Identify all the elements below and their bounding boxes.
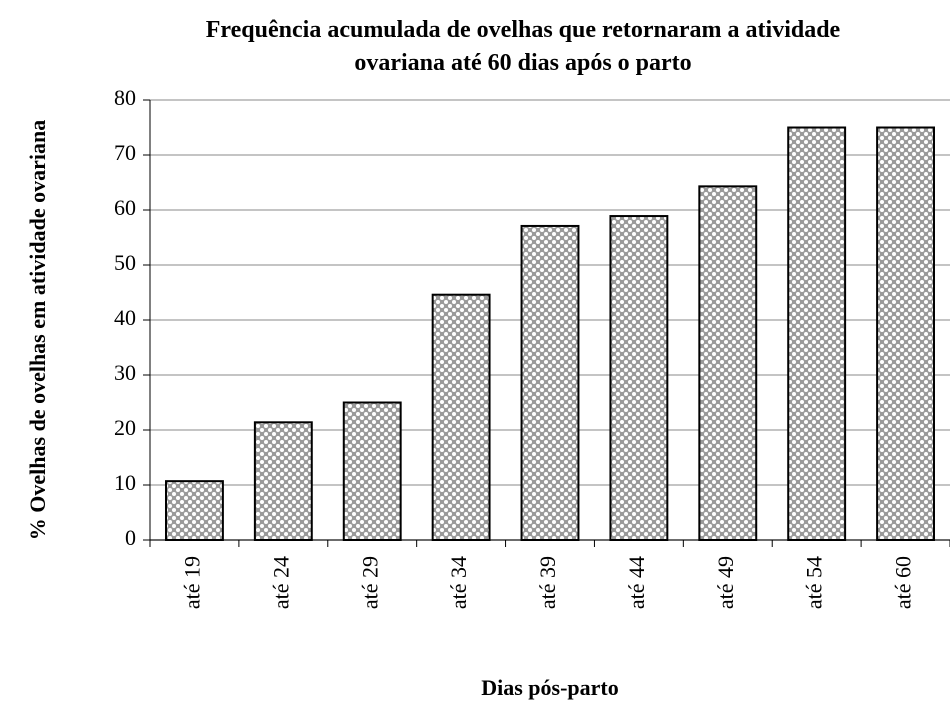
bar bbox=[787, 126, 847, 541]
y-tick-label: 60 bbox=[114, 195, 136, 220]
x-tick-label: até 24 bbox=[268, 556, 293, 609]
x-tick-label: até 19 bbox=[179, 556, 204, 609]
y-tick-label: 70 bbox=[114, 140, 136, 165]
x-tick-label: até 29 bbox=[357, 556, 382, 609]
bar bbox=[342, 401, 402, 541]
x-tick-label: até 60 bbox=[891, 556, 916, 609]
x-tick-label: até 39 bbox=[535, 556, 560, 609]
bar bbox=[876, 126, 935, 541]
x-tick-label: até 34 bbox=[446, 556, 471, 609]
y-tick-label: 30 bbox=[114, 360, 136, 385]
chart-title: Frequência acumulada de ovelhas que reto… bbox=[205, 17, 841, 76]
y-axis-label: % Ovelhas de ovelhas em atividade ovaria… bbox=[25, 120, 50, 540]
y-tick-label: 40 bbox=[114, 305, 136, 330]
x-tick-label: até 49 bbox=[713, 556, 738, 609]
y-tick-label: 50 bbox=[114, 250, 136, 275]
y-tick-label: 0 bbox=[125, 525, 136, 550]
x-axis-label: Dias pós-parto bbox=[481, 675, 619, 700]
bar bbox=[165, 480, 224, 541]
bar bbox=[609, 215, 669, 542]
bar bbox=[431, 293, 491, 542]
bar bbox=[698, 185, 758, 541]
y-tick-label: 80 bbox=[114, 85, 136, 110]
x-tick-label: até 54 bbox=[802, 556, 827, 609]
x-tick-label: até 44 bbox=[624, 556, 649, 609]
bar bbox=[520, 224, 580, 541]
bar bbox=[253, 421, 313, 541]
y-tick-label: 20 bbox=[114, 415, 136, 440]
y-tick-label: 10 bbox=[114, 470, 136, 495]
